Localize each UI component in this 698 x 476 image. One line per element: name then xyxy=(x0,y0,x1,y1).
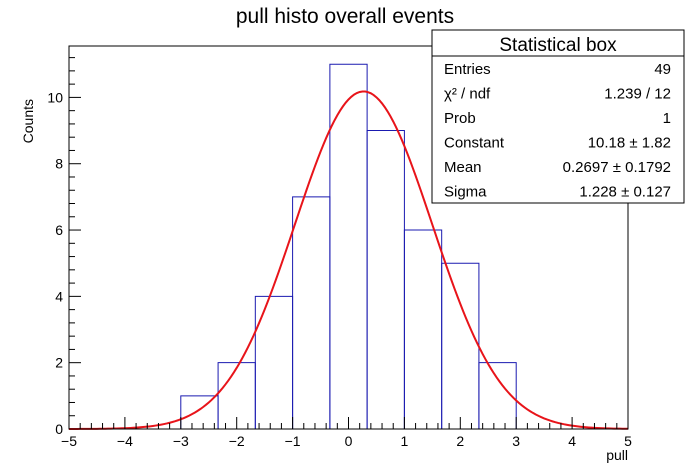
x-tick-label: 1 xyxy=(401,433,409,449)
chart-title: pull histo overall events xyxy=(236,5,454,28)
stat-label: Constant xyxy=(444,135,505,152)
statistics-box: Statistical box Entries 49 χ² / ndf 1.239 /… xyxy=(431,29,685,204)
x-tick-label: −1 xyxy=(285,433,301,449)
x-tick-label: 3 xyxy=(512,433,520,449)
histogram-bin xyxy=(403,229,443,429)
x-axis-label: pull xyxy=(606,447,628,463)
stat-label: Entries xyxy=(444,61,491,78)
statistics-box-title: Statistical box xyxy=(499,35,617,56)
x-tick-label: −2 xyxy=(229,433,245,449)
histogram-bin xyxy=(478,362,517,429)
statistics-box-frame xyxy=(431,29,685,204)
x-tick-label: −5 xyxy=(61,433,77,449)
stat-label: χ² / ndf xyxy=(444,86,491,103)
gaussian-fit-line xyxy=(68,90,629,430)
x-tick-label: −4 xyxy=(117,433,133,449)
x-tick-label: 4 xyxy=(568,433,576,449)
y-tick-label: 8 xyxy=(55,156,63,172)
x-tick-label: 2 xyxy=(456,433,464,449)
stat-value: 10.18 ± 1.82 xyxy=(588,135,671,152)
y-tick-label: 4 xyxy=(55,288,63,304)
stat-label: Prob xyxy=(444,110,476,127)
stat-value: 0.2697 ± 0.1792 xyxy=(563,159,671,176)
stat-value: 1.228 ± 0.127 xyxy=(579,184,671,201)
x-tick-label: −3 xyxy=(173,433,189,449)
stat-label: Mean xyxy=(444,159,482,176)
stat-value: 49 xyxy=(654,61,671,78)
histogram-bin xyxy=(441,262,480,429)
histogram-bin xyxy=(180,395,219,429)
y-tick-label: 6 xyxy=(55,222,63,238)
y-tick-label: 0 xyxy=(55,421,63,437)
stat-value: 1.239 / 12 xyxy=(604,86,671,103)
y-tick-label: 10 xyxy=(47,89,63,105)
x-tick-label: 5 xyxy=(624,433,632,449)
y-axis-label: Counts xyxy=(20,99,36,143)
stat-label: Sigma xyxy=(444,184,487,201)
x-tick-label: 0 xyxy=(345,433,353,449)
histogram-bin xyxy=(366,130,405,429)
histogram-bin xyxy=(292,196,331,429)
stat-value: 1 xyxy=(663,110,671,127)
y-tick-label: 2 xyxy=(55,355,63,371)
